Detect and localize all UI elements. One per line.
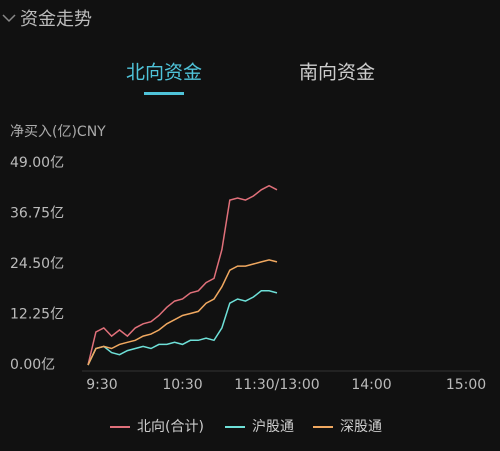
y-tick-label: 12.25亿 [10, 307, 64, 323]
y-tick-label: 24.50亿 [10, 256, 64, 272]
tab[interactable]: 南向资金 [299, 62, 375, 84]
y-tick-label: 0.00亿 [10, 357, 55, 373]
x-tick-label: 10:30 [162, 377, 202, 393]
tab[interactable]: 北向资金 [126, 62, 202, 84]
header-title: 资金走势 [20, 9, 92, 30]
series-line [87, 290, 278, 366]
x-tick-label: 11:30/13:00 [234, 377, 319, 393]
y-axis-title: 净买入(亿)CNY [10, 124, 106, 140]
collapse-chevron[interactable] [2, 14, 16, 23]
y-tick-label: 49.00亿 [10, 155, 64, 171]
y-tick-label: 36.75亿 [10, 206, 64, 222]
x-tick-label: 9:30 [86, 377, 117, 393]
series-line [87, 259, 278, 366]
legend-label: 北向(合计) [137, 419, 204, 435]
legend-label: 沪股通 [252, 419, 294, 435]
x-tick-label: 15:00 [446, 377, 486, 393]
x-tick-label: 14:00 [351, 377, 391, 393]
tab-underline [144, 92, 184, 95]
legend-label: 深股通 [340, 419, 382, 435]
series-line [87, 184, 278, 366]
